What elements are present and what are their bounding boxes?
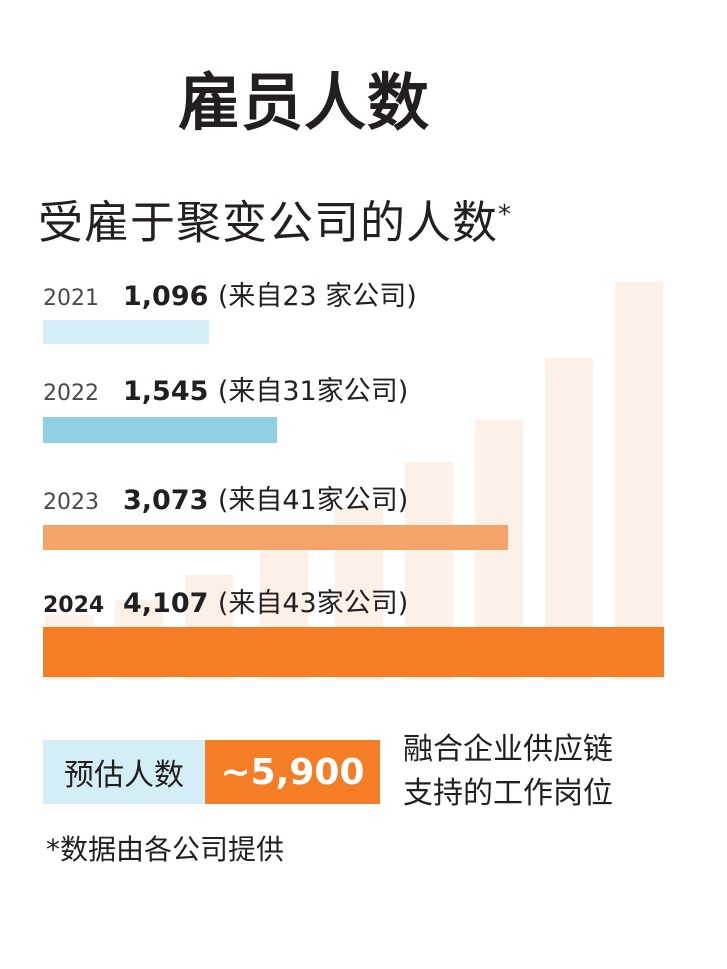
supply-chain-note: 融合企业供应链 支持的工作岗位 [403, 728, 703, 816]
page-title: 雇员人数 [178, 66, 431, 139]
year-label: 2021 [43, 286, 99, 311]
supply-chain-note-line1: 融合企业供应链 [403, 732, 613, 767]
chart-subtitle: 受雇于聚变公司的人数* [38, 200, 512, 245]
bar-label: 2022 1,545 (来自31家公司) [43, 378, 408, 405]
year-label: 2024 [43, 593, 105, 618]
bar [43, 320, 209, 344]
company-count-label: (来自43家公司) [217, 588, 409, 619]
bar [43, 627, 664, 677]
background-bar [615, 282, 663, 680]
company-count-label: (来自23 家公司) [217, 281, 417, 312]
bar-label: 2024 4,107 (来自43家公司) [43, 590, 408, 617]
year-label: 2022 [43, 381, 99, 406]
bar [43, 417, 277, 443]
bar-label: 2023 3,073 (来自41家公司) [43, 487, 408, 514]
estimate-value: ~5,900 [205, 740, 380, 804]
value-label: 3,073 [123, 485, 218, 516]
year-label: 2023 [43, 490, 99, 515]
estimate-label: 预估人数 [43, 740, 205, 804]
bar-label: 2021 1,096 (来自23 家公司) [43, 283, 417, 310]
company-count-label: (来自31家公司) [217, 376, 409, 407]
value-label: 1,545 [123, 376, 218, 407]
footnote: *数据由各公司提供 [46, 833, 285, 866]
value-label: 1,096 [123, 281, 218, 312]
bar [43, 525, 508, 550]
background-bar [545, 358, 593, 680]
supply-chain-note-line2: 支持的工作岗位 [403, 776, 613, 811]
footnote-mark: * [498, 200, 513, 230]
chart-subtitle-text: 受雇于聚变公司的人数 [38, 196, 499, 249]
value-label: 4,107 [123, 588, 218, 619]
company-count-label: (来自41家公司) [217, 485, 409, 516]
